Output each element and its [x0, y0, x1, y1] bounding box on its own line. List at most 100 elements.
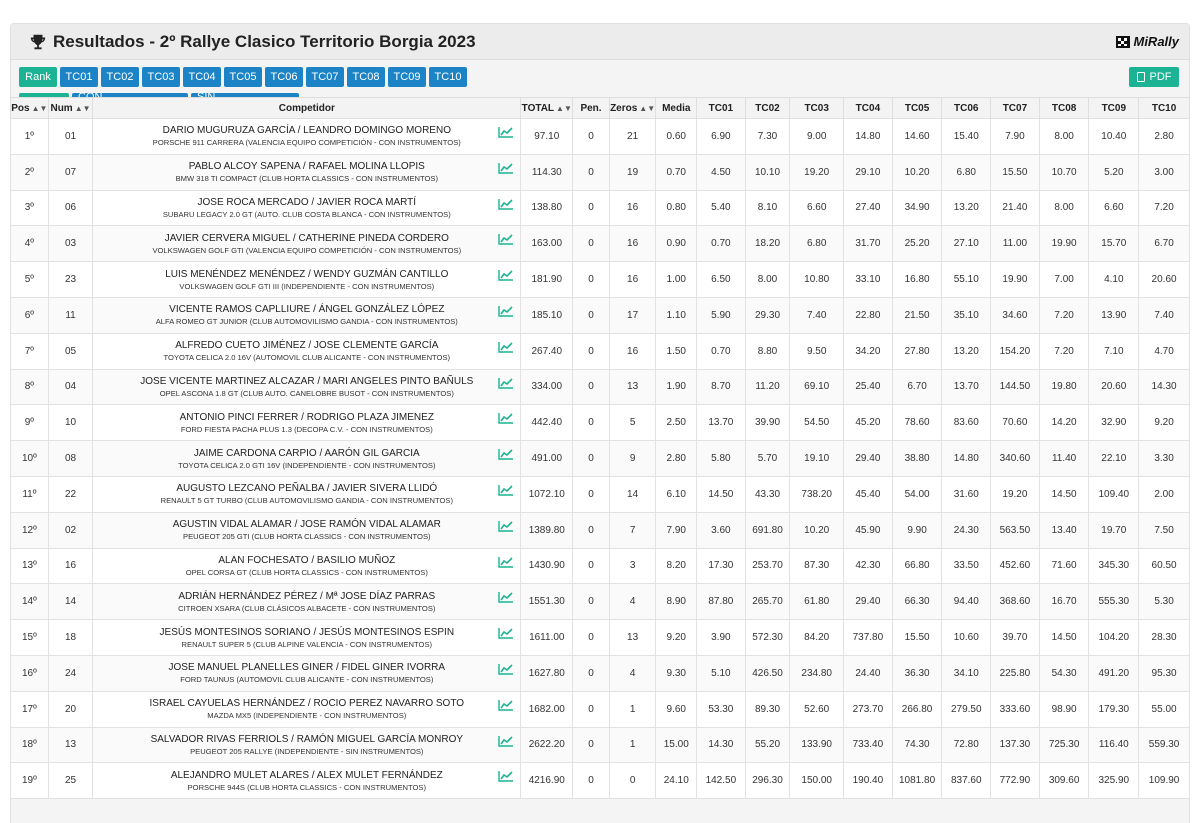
cell-num: 18	[47, 619, 94, 656]
cell-total: 334.00	[520, 368, 574, 406]
page-header: Resultados - 2º Rallye Clasico Territori…	[11, 24, 1189, 60]
cell-tc: 266.80	[891, 690, 943, 728]
cell-tc: 368.60	[990, 583, 1040, 621]
cell-tc: 16.70	[1038, 583, 1090, 621]
cell-total: 1611.00	[520, 619, 574, 656]
cell-tc: 70.60	[990, 404, 1040, 442]
line-chart-icon[interactable]	[498, 341, 514, 353]
line-chart-icon[interactable]	[498, 484, 514, 496]
table-row: 13º 16 ALAN FOCHESATO / BASILIO MUÑOZ OPEL …	[10, 547, 1190, 585]
cell-total: 1389.80	[520, 511, 574, 549]
cell-tc: 13.70	[941, 368, 992, 406]
title-wrap: Resultados - 2º Rallye Clasico Territori…	[29, 32, 476, 52]
drivers-name: ALEJANDRO MULET ALARES / ALEX MULET FERN…	[170, 769, 443, 781]
cell-tc: 133.90	[789, 726, 845, 764]
header-num[interactable]: Num ▲▼	[47, 97, 94, 119]
pdf-label: PDF	[1149, 71, 1172, 83]
cell-media: 0.90	[655, 225, 698, 263]
line-chart-icon[interactable]	[498, 448, 514, 460]
header-zeros[interactable]: Zeros ▲▼	[608, 97, 657, 119]
cell-media: 8.20	[655, 547, 698, 585]
tc01-button[interactable]: TC01	[60, 67, 98, 87]
line-chart-icon[interactable]	[498, 770, 514, 783]
cell-tc: 19.90	[1038, 225, 1090, 263]
cell-tc: 144.50	[990, 368, 1040, 406]
cell-pos: 8º	[10, 368, 49, 406]
line-chart-icon[interactable]	[498, 305, 514, 317]
line-chart-icon[interactable]	[498, 520, 514, 532]
drivers-name: SALVADOR RIVAS FERRIOLS / RAMÓN MIGUEL G…	[150, 733, 464, 745]
drivers-name: JAVIER CERVERA MIGUEL / CATHERINE PINEDA…	[164, 232, 449, 244]
table-row: 9º 10 ANTONIO PINCI FERRER / RODRIGO PLAZA…	[10, 404, 1190, 442]
line-chart-icon[interactable]	[498, 126, 514, 138]
cell-num: 03	[47, 225, 94, 263]
cell-pen: 0	[572, 225, 610, 263]
line-chart-icon[interactable]	[498, 735, 514, 747]
cell-pen: 0	[572, 619, 610, 656]
line-chart-icon[interactable]	[498, 663, 514, 675]
car-and-club: PEUGEOT 205 RALLYE (INDEPENDIENTE - SIN …	[190, 746, 424, 756]
tc03-button[interactable]: TC03	[142, 67, 180, 87]
line-chart-icon[interactable]	[498, 198, 514, 210]
cell-tc: 10.80	[789, 261, 845, 298]
cell-tc: 9.90	[891, 511, 943, 549]
tc10-button[interactable]: TC10	[429, 67, 467, 87]
tc04-button[interactable]: TC04	[183, 67, 221, 87]
tc05-button[interactable]: TC05	[224, 67, 262, 87]
tc07-button[interactable]: TC07	[306, 67, 344, 87]
cell-media: 7.90	[655, 511, 698, 549]
cell-tc: 29.40	[843, 583, 893, 621]
car-and-club: FORD TAUNUS (AUTOMOVIL CLUB ALICANTE - C…	[180, 675, 434, 685]
cell-pen: 0	[572, 153, 610, 191]
cell-num: 11	[47, 296, 94, 334]
line-chart-icon[interactable]	[498, 269, 514, 281]
line-chart-icon[interactable]	[498, 233, 514, 246]
cell-tc: 45.20	[843, 404, 893, 442]
line-chart-icon[interactable]	[498, 377, 514, 389]
cell-num: 06	[47, 189, 94, 227]
tc09-button[interactable]: TC09	[388, 67, 426, 87]
cell-tc: 55.00	[1138, 690, 1190, 728]
line-chart-icon[interactable]	[498, 699, 514, 711]
line-chart-icon[interactable]	[498, 556, 514, 568]
cell-tc: 7.40	[789, 296, 845, 334]
rank-button[interactable]: Rank	[19, 67, 57, 87]
header-total[interactable]: TOTAL ▲▼	[520, 97, 574, 119]
cell-pos: 12º	[10, 511, 49, 549]
cell-tc: 54.50	[789, 404, 845, 442]
header-pos[interactable]: Pos ▲▼	[10, 97, 49, 119]
header-media: Media	[655, 97, 698, 119]
table-row: 12º 02 AGUSTIN VIDAL ALAMAR / JOSE RAMÓN V…	[10, 511, 1190, 549]
cell-tc: 137.30	[990, 726, 1040, 764]
cell-tc: 43.30	[744, 475, 791, 513]
tc06-button[interactable]: TC06	[265, 67, 303, 87]
cell-tc: 29.10	[843, 153, 893, 191]
cell-zeros: 13	[608, 619, 657, 656]
table-row: 8º 04 JOSE VICENTE MARTINEZ ALCAZAR / MARI…	[10, 368, 1190, 406]
cell-tc: 4.50	[696, 153, 746, 191]
cell-num: 10	[47, 404, 94, 442]
car-and-club: VOLKSWAGEN GOLF GTI III (INDEPENDIENTE -…	[179, 281, 435, 291]
cell-num: 23	[47, 261, 94, 298]
cell-tc: 18.20	[744, 225, 791, 263]
cell-tc: 9.00	[789, 118, 845, 155]
drivers-name: JESÚS MONTESINOS SORIANO / JESÚS MONTESI…	[159, 626, 455, 638]
cell-tc: 333.60	[990, 690, 1040, 728]
cell-tc: 116.40	[1088, 726, 1140, 764]
cell-competidor: ALEJANDRO MULET ALARES / ALEX MULET FERN…	[92, 762, 522, 800]
cell-tc: 11.00	[990, 225, 1040, 263]
line-chart-icon[interactable]	[498, 627, 514, 639]
pdf-button[interactable]: PDF	[1129, 67, 1179, 87]
cell-tc: 34.10	[941, 654, 992, 692]
cell-num: 13	[47, 726, 94, 764]
line-chart-icon[interactable]	[498, 162, 514, 174]
cell-pos: 19º	[10, 762, 49, 800]
line-chart-icon[interactable]	[498, 412, 514, 425]
cell-tc: 19.80	[1038, 368, 1090, 406]
cell-tc: 19.20	[789, 153, 845, 191]
table-body: 1º 01 DARIO MUGURUZA GARCÍA / LEANDRO DOMI…	[10, 118, 1190, 800]
tc02-button[interactable]: TC02	[101, 67, 139, 87]
tc08-button[interactable]: TC08	[347, 67, 385, 87]
line-chart-icon[interactable]	[498, 591, 514, 604]
cell-tc: 74.30	[891, 726, 943, 764]
